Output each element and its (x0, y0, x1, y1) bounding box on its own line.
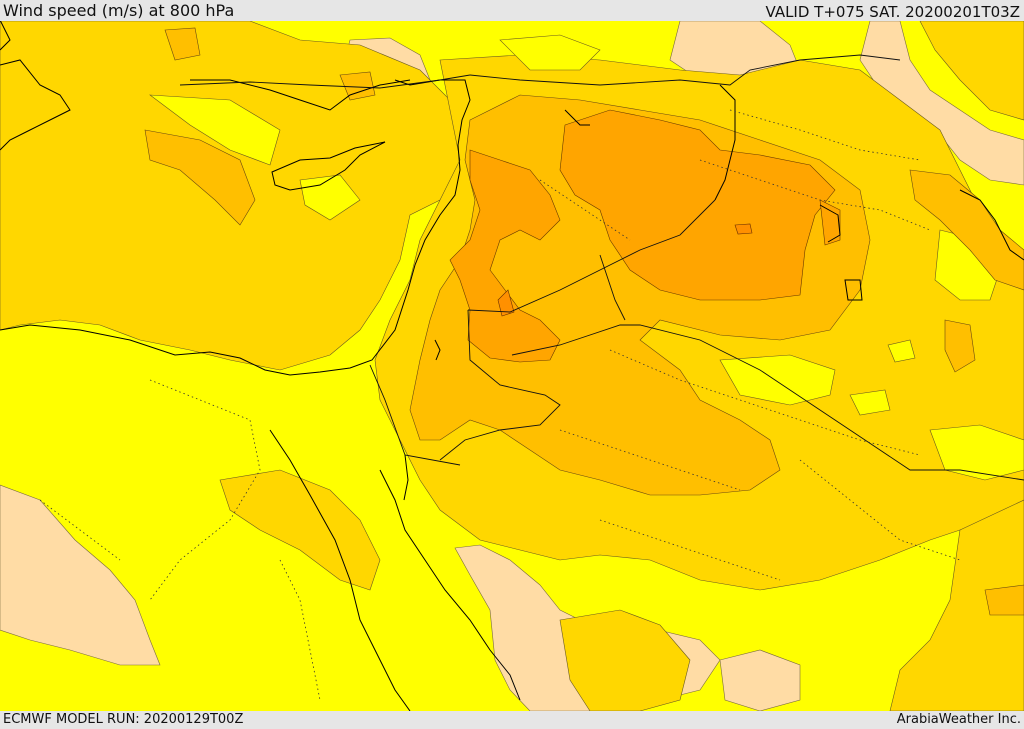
footer-bar: ECMWF MODEL RUN: 20200129T00Z ArabiaWeat… (0, 711, 1024, 729)
map-canvas (0, 21, 1024, 711)
valid-time-label: VALID T+075 SAT. 20200201T03Z (765, 3, 1020, 21)
country-borders (179, 54, 1024, 481)
bin-low-pockets (149, 34, 1024, 481)
bin-highest-areas (497, 223, 753, 317)
chart-title: Wind speed (m/s) at 800 hPa (3, 1, 235, 20)
credit-label: ArabiaWeather Inc. (896, 712, 1021, 727)
wind-speed-map[interactable] (0, 21, 1024, 711)
model-run-label: ECMWF MODEL RUN: 20200129T00Z (3, 712, 244, 727)
header-bar: Wind speed (m/s) at 800 hPa VALID T+075 … (0, 0, 1024, 21)
coastlines (0, 21, 1024, 711)
bin-higher-areas (449, 109, 841, 363)
admin-boundaries (39, 109, 961, 701)
